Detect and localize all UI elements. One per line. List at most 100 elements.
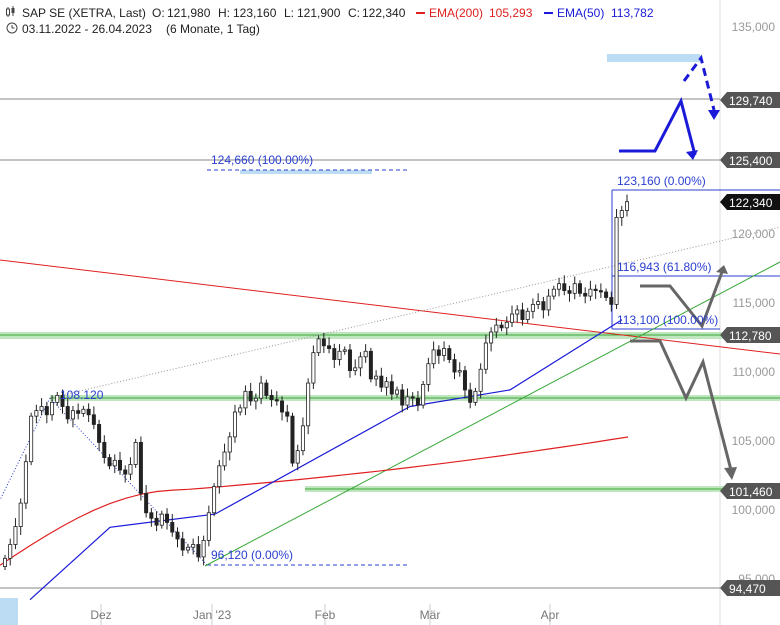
candle bbox=[191, 538, 196, 555]
candle bbox=[269, 389, 274, 407]
candle bbox=[217, 459, 222, 494]
y-tick-110000: 110,000 bbox=[733, 365, 776, 379]
candle bbox=[530, 298, 535, 319]
fib-label-113100: 113,100 (100.00%) bbox=[617, 313, 718, 327]
candle bbox=[337, 344, 342, 366]
candle bbox=[264, 379, 269, 399]
level-box-125400 bbox=[720, 152, 780, 168]
candle bbox=[442, 341, 447, 362]
candle bbox=[347, 343, 352, 378]
candle bbox=[583, 287, 588, 304]
y-tick-120000: 120,000 bbox=[732, 227, 776, 241]
candle bbox=[515, 305, 520, 323]
candle bbox=[436, 345, 441, 364]
target-zone bbox=[607, 54, 700, 62]
candle bbox=[389, 374, 394, 401]
candle bbox=[358, 352, 363, 377]
level-box-112780 bbox=[720, 327, 780, 343]
candle bbox=[201, 535, 206, 566]
candle bbox=[567, 285, 572, 302]
support-bands bbox=[0, 54, 780, 625]
candle bbox=[363, 344, 368, 363]
candle bbox=[405, 388, 410, 410]
candle bbox=[321, 332, 326, 353]
candle bbox=[368, 347, 373, 383]
candle bbox=[165, 508, 170, 530]
candle bbox=[23, 454, 28, 510]
candle bbox=[332, 343, 337, 368]
candle bbox=[206, 505, 211, 547]
candle bbox=[232, 404, 237, 443]
candle bbox=[494, 317, 499, 338]
ema50-line bbox=[29, 319, 623, 601]
clock-icon bbox=[6, 22, 18, 34]
candle bbox=[551, 285, 556, 300]
red-trendline bbox=[0, 259, 780, 355]
candle bbox=[29, 412, 34, 466]
candle bbox=[374, 370, 379, 387]
candle bbox=[238, 404, 243, 416]
candle bbox=[81, 405, 86, 417]
candle bbox=[65, 398, 70, 424]
candle bbox=[39, 398, 44, 416]
candle bbox=[342, 346, 347, 355]
date-range: 03.11.2022 - 26.04.2023 bbox=[22, 22, 152, 36]
time-axis: Dez Jan '23 Feb Mär Apr bbox=[90, 604, 559, 625]
candle bbox=[300, 417, 305, 456]
candle bbox=[102, 435, 107, 464]
svg-text:129,740: 129,740 bbox=[729, 94, 773, 108]
candle bbox=[525, 307, 530, 324]
candle bbox=[13, 518, 18, 550]
candle bbox=[243, 385, 248, 416]
candle bbox=[60, 389, 65, 414]
candle bbox=[546, 288, 551, 316]
svg-text:EMA(50) 113,782: EMA(50) 113,782 bbox=[557, 6, 654, 20]
gray-projection-down bbox=[630, 339, 733, 471]
candle bbox=[295, 444, 300, 471]
high-value: 123,160 bbox=[233, 6, 277, 20]
candle bbox=[44, 401, 49, 424]
candle bbox=[306, 378, 311, 435]
candle bbox=[91, 406, 96, 430]
candle bbox=[259, 375, 264, 405]
candle bbox=[175, 527, 180, 548]
fib-highlight bbox=[240, 170, 372, 174]
candle bbox=[86, 403, 91, 422]
ema200-label: EMA(200) bbox=[429, 6, 483, 20]
candle bbox=[123, 465, 128, 483]
candle bbox=[149, 508, 154, 527]
candle bbox=[572, 276, 577, 300]
candle bbox=[227, 432, 232, 461]
candle bbox=[34, 404, 39, 424]
gray-projection-up bbox=[640, 271, 724, 330]
fib-lines bbox=[0, 169, 780, 566]
candle bbox=[426, 357, 431, 392]
candle bbox=[18, 498, 23, 535]
level-box-129740 bbox=[720, 92, 780, 108]
candle bbox=[212, 483, 217, 517]
candle bbox=[504, 316, 509, 336]
candle bbox=[50, 395, 55, 421]
candle bbox=[510, 305, 515, 328]
fib-label-108120: 108.120 bbox=[60, 388, 104, 402]
svg-text:101,460: 101,460 bbox=[729, 485, 773, 499]
candle bbox=[598, 283, 603, 298]
candle bbox=[138, 436, 143, 501]
svg-text:112,780: 112,780 bbox=[729, 329, 772, 343]
candle bbox=[3, 554, 8, 571]
candle bbox=[609, 291, 614, 312]
candle bbox=[457, 362, 462, 377]
level-box-101460 bbox=[720, 483, 780, 499]
candle bbox=[473, 387, 478, 406]
candles bbox=[3, 194, 630, 571]
candle bbox=[316, 335, 321, 357]
candle bbox=[415, 391, 420, 412]
green-trendline bbox=[204, 261, 780, 567]
y-tick-115000: 115,000 bbox=[733, 296, 776, 310]
x-tick-feb: Feb bbox=[315, 608, 336, 622]
svg-text:125,400: 125,400 bbox=[729, 154, 773, 168]
candle bbox=[133, 438, 138, 468]
ema50-value: 113,782 bbox=[611, 6, 654, 20]
ema200-line bbox=[0, 436, 629, 566]
